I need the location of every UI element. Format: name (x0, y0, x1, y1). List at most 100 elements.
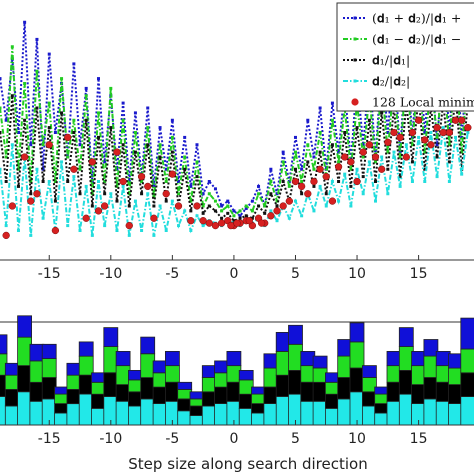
series-point-0 (213, 187, 217, 191)
series-point-2 (355, 126, 359, 130)
local-minimum-point (267, 212, 275, 220)
series-point-2 (374, 180, 378, 183)
series-point-1 (115, 184, 119, 188)
bar-segment (91, 381, 106, 395)
bar-segment (460, 372, 474, 397)
series-point-1 (72, 118, 76, 122)
local-minimum-point (433, 123, 441, 132)
bar-segment (54, 386, 69, 395)
series-point-2 (423, 167, 427, 171)
series-point-3 (460, 172, 464, 176)
series-point-0 (398, 150, 402, 154)
series-point-1 (207, 192, 211, 196)
local-minimum-point (51, 226, 60, 235)
series-point-3 (380, 155, 384, 159)
series-point-1 (60, 77, 64, 81)
series-point-2 (263, 211, 267, 215)
series-point-3 (429, 131, 433, 134)
series-point-1 (133, 131, 137, 134)
top-tick-label: 15 (410, 266, 428, 282)
series-point-0 (170, 118, 174, 122)
bar-segment (300, 400, 316, 426)
legend-marker (351, 98, 359, 106)
series-point-3 (177, 224, 181, 228)
bar-segment (226, 350, 242, 367)
bar-segment (361, 377, 377, 393)
series-point-3 (318, 184, 322, 188)
legend-label: (𝐝₁ + 𝐝₂)/|𝐝₁ + (372, 11, 461, 26)
series-point-1 (152, 194, 156, 198)
series-point-2 (410, 160, 414, 164)
bar-segment (4, 362, 20, 376)
series-point-1 (386, 150, 390, 154)
series-point-3 (423, 180, 427, 183)
local-minimum-point (353, 177, 361, 186)
bar-segment (115, 350, 131, 367)
series-point-2 (195, 175, 199, 179)
series-point-0 (361, 143, 365, 147)
bar-segment (17, 315, 33, 338)
top-tick-label: 0 (229, 266, 238, 282)
bar-segment (41, 358, 57, 378)
series-point-1 (47, 101, 51, 105)
series-point-2 (232, 219, 236, 223)
local-minimum-point (408, 128, 417, 137)
series-point-0 (29, 143, 33, 147)
series-point-3 (466, 131, 470, 134)
bar-segment (201, 391, 217, 407)
series-point-3 (201, 224, 205, 228)
series-point-2 (380, 111, 384, 115)
series-point-3 (343, 172, 347, 176)
bar-segment (201, 365, 217, 378)
local-minimum-point (273, 207, 281, 215)
series-point-3 (140, 229, 144, 232)
bar-segment (324, 393, 340, 409)
bar-segment (361, 391, 377, 407)
series-point-3 (330, 180, 334, 183)
series-point-0 (16, 131, 20, 134)
series-point-3 (195, 214, 199, 218)
series-point-2 (10, 94, 14, 98)
bar-segment (164, 350, 180, 367)
bar-segment (91, 393, 106, 409)
series-point-3 (103, 224, 107, 228)
series-point-2 (183, 167, 187, 171)
series-point-0 (250, 199, 254, 203)
series-point-3 (300, 214, 304, 218)
series-point-2 (96, 135, 100, 139)
top-x-ticks: -15 -10 -5 0 5 10 15 (38, 255, 428, 282)
local-minimum-point (82, 214, 90, 222)
series-point-1 (16, 167, 20, 171)
series-point-0 (287, 180, 291, 183)
series-point-3 (47, 180, 51, 183)
bar-segment (251, 412, 266, 426)
series-point-1 (177, 192, 181, 196)
bar-segment (201, 405, 217, 426)
series-point-1 (66, 155, 70, 159)
local-minimum-point (8, 202, 16, 210)
bar-segment (398, 369, 414, 395)
local-minimum-point (70, 165, 78, 173)
bar-segment (127, 391, 143, 407)
series-point-3 (374, 199, 378, 203)
local-minimum-point (371, 153, 380, 161)
series-point-3 (115, 229, 119, 232)
series-point-2 (53, 199, 57, 203)
bar-segment (78, 355, 94, 376)
bottom-chart: -15 -10 -5 0 5 10 15 Step size along search di… (0, 315, 474, 473)
bar-segment (263, 367, 279, 388)
bar-segment (226, 365, 242, 383)
series-point-3 (10, 143, 14, 147)
bar-segment (251, 393, 266, 405)
bar-segment (54, 403, 69, 414)
local-minimum-point (291, 177, 300, 186)
series-point-1 (318, 131, 322, 134)
bar-segment (324, 381, 340, 395)
local-minimum-point (45, 141, 53, 149)
local-minimum-point (150, 214, 158, 222)
series-point-2 (367, 118, 371, 122)
series-point-2 (435, 155, 439, 159)
series-point-1 (164, 180, 168, 183)
bar-segment (189, 415, 205, 426)
series-point-2 (146, 143, 150, 147)
